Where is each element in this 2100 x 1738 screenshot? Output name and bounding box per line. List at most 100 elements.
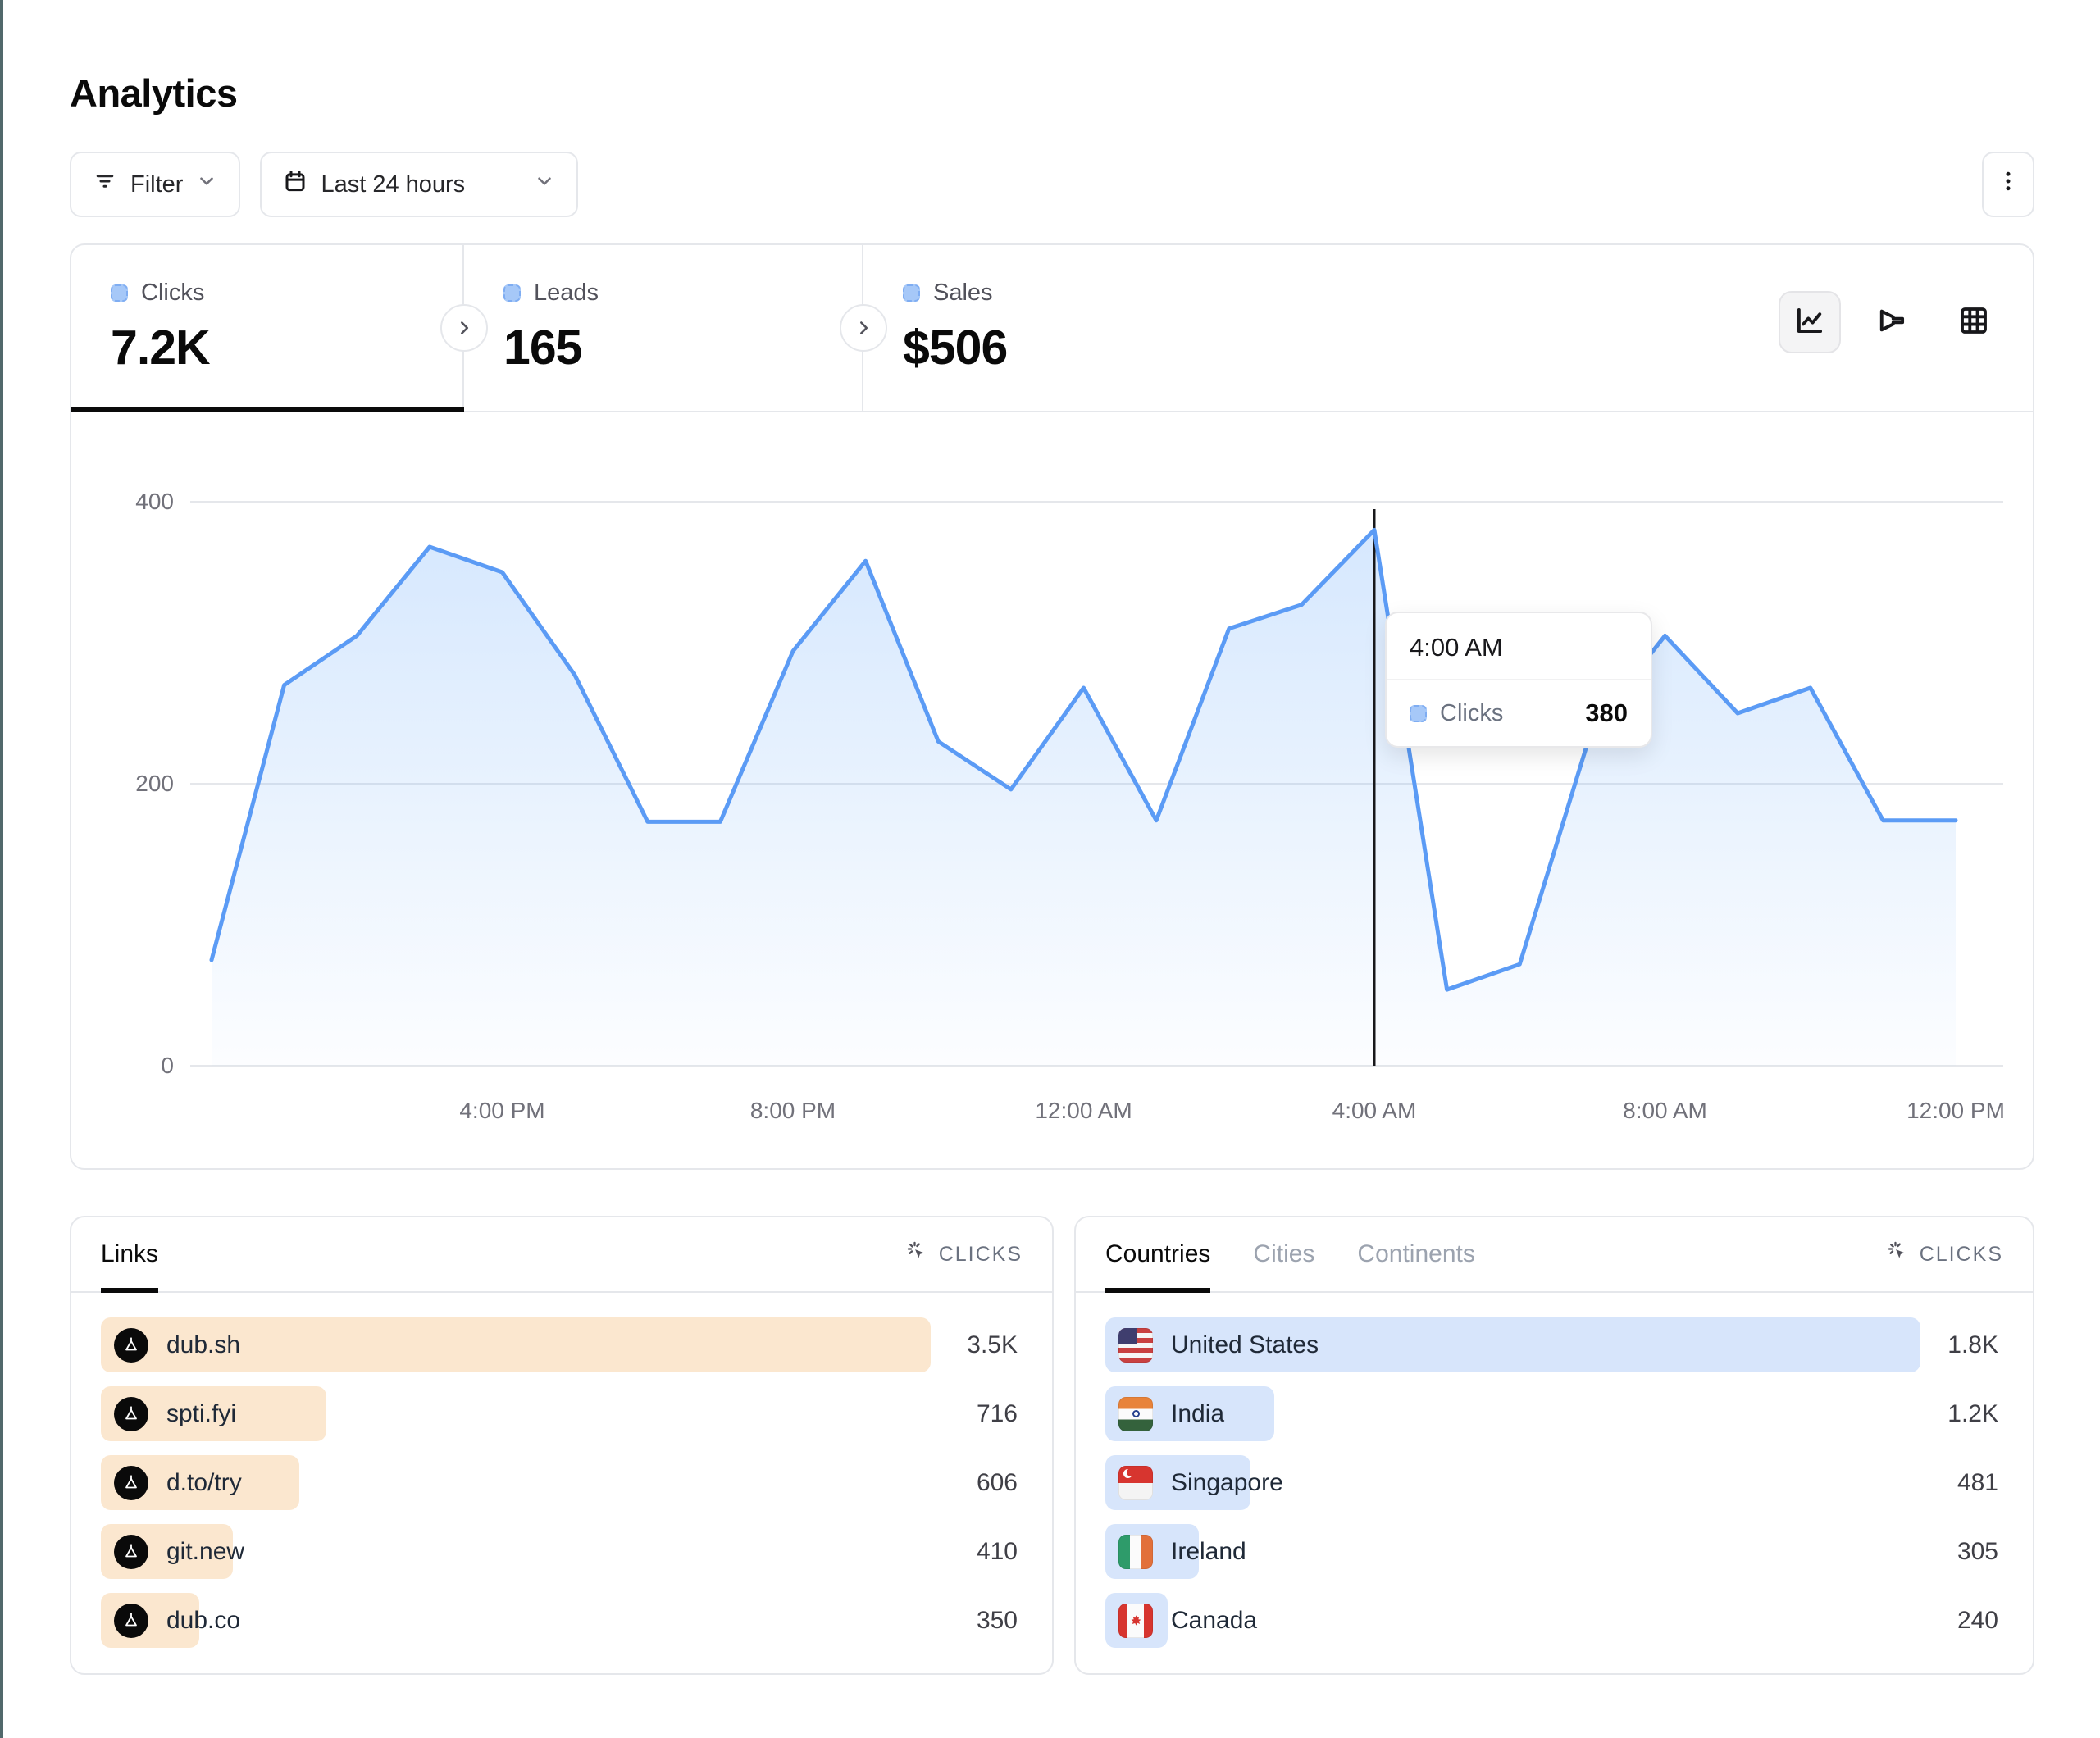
date-range-button[interactable]: Last 24 hours [260, 152, 579, 217]
leads-legend-swatch [503, 284, 521, 302]
tab-continents[interactable]: Continents [1357, 1240, 1475, 1267]
clicks-legend-swatch [111, 284, 128, 302]
link-row[interactable]: d.to/try 606 [101, 1455, 1023, 1510]
country-row[interactable]: Singapore 481 [1105, 1455, 2003, 1510]
row-value: 350 [976, 1606, 1018, 1634]
link-row[interactable]: spti.fyi 716 [101, 1386, 1023, 1441]
flag-ca-icon [1118, 1603, 1153, 1638]
chart-view-toggles [1779, 291, 2005, 353]
chevron-down-icon [534, 171, 555, 198]
country-row[interactable]: India 1.2K [1105, 1386, 2003, 1441]
row-label: Ireland [1171, 1537, 1246, 1565]
row-value: 3.5K [967, 1331, 1018, 1358]
geo-panel-header: Countries Cities Continents CLICKS [1076, 1217, 2033, 1293]
row-value-bar [1105, 1317, 1921, 1372]
row-label: India [1171, 1399, 1225, 1427]
x-axis-tick-label: 4:00 AM [1332, 1098, 1417, 1123]
x-axis-tick-label: 12:00 AM [1035, 1098, 1132, 1123]
filter-button[interactable]: Filter [70, 152, 241, 217]
dub-logo-icon [114, 1327, 148, 1363]
table-view-button[interactable] [1943, 291, 2005, 353]
tab-clicks[interactable]: Clicks 7.2K [71, 245, 464, 412]
y-axis-tick-label: 400 [135, 489, 174, 514]
clicks-metric-toggle[interactable]: CLICKS [906, 1240, 1023, 1269]
tooltip-clicks-swatch [1410, 704, 1427, 722]
chart-tooltip: 4:00 AM Clicks 380 [1385, 612, 1652, 748]
sales-tab-label: Sales [933, 280, 993, 306]
line-chart-icon [1793, 303, 1827, 342]
links-panel-tabs: Links [101, 1217, 159, 1293]
kebab-menu-icon [1996, 169, 2020, 200]
clicks-time-series-chart[interactable]: 0 200 400 4:00 PM 8:00 PM 12:00 AM 4:00 AM 8:00… [71, 412, 2033, 1168]
window-accent-edge [0, 0, 3, 1738]
metric-label-text: CLICKS [938, 1242, 1023, 1266]
country-row[interactable]: United States 1.8K [1105, 1317, 2003, 1372]
sales-legend-swatch [903, 284, 920, 302]
tab-cities[interactable]: Cities [1253, 1240, 1315, 1267]
metric-label-text: CLICKS [1919, 1242, 2003, 1266]
clicks-line-series [209, 527, 1958, 992]
row-label: git.new [166, 1537, 245, 1565]
links-panel: Links CLICKS dub.sh 3.5K spti.fyi 716 d.to/t… [70, 1216, 1054, 1675]
funnel-icon [1875, 303, 1909, 342]
tab-links[interactable]: Links [101, 1217, 159, 1293]
clicks-metric-toggle[interactable]: CLICKS [1887, 1240, 2003, 1269]
row-value: 1.8K [1947, 1331, 1998, 1358]
analytics-page: Analytics Filter Last 24 hours [70, 0, 2034, 1675]
clicks-value: 7.2K [111, 321, 211, 375]
grid-icon [1957, 303, 1991, 342]
links-list: dub.sh 3.5K spti.fyi 716 d.to/try 606 git.new 4… [71, 1293, 1052, 1648]
row-label: Canada [1171, 1606, 1258, 1634]
cursor-click-icon [906, 1240, 929, 1269]
y-axis-tick-label: 0 [161, 1053, 174, 1078]
row-label: d.to/try [166, 1468, 242, 1496]
row-value: 716 [976, 1399, 1018, 1427]
line-chart-view-button[interactable] [1779, 291, 1841, 353]
flag-us-icon [1118, 1327, 1153, 1363]
more-options-button[interactable] [1982, 152, 2034, 217]
row-value: 240 [1957, 1606, 1998, 1634]
flag-ie-icon [1118, 1534, 1153, 1569]
row-value: 305 [1957, 1537, 1998, 1565]
stats-tabs-row: Clicks 7.2K Leads 165 Sales $506 [71, 245, 2033, 412]
tooltip-value: 380 [1585, 698, 1628, 727]
clicks-tab-label: Clicks [141, 280, 205, 306]
dub-logo-icon [114, 1534, 148, 1569]
tab-sales[interactable]: Sales $506 [863, 245, 1208, 411]
step-chevron-right-icon[interactable] [440, 304, 488, 352]
toolbar: Filter Last 24 hours [70, 152, 2034, 217]
y-axis-tick-label: 200 [135, 771, 174, 796]
tooltip-time: 4:00 AM [1387, 613, 1651, 680]
dub-logo-icon [114, 1465, 148, 1500]
funnel-view-button[interactable] [1861, 291, 1923, 353]
area-chart-svg: 0 200 400 4:00 PM 8:00 PM 12:00 AM 4:00 AM 8:00… [135, 489, 2005, 1123]
calendar-icon [283, 169, 307, 200]
row-label: Singapore [1171, 1468, 1283, 1496]
link-row[interactable]: dub.sh 3.5K [101, 1317, 1023, 1372]
breakdown-panels: Links CLICKS dub.sh 3.5K spti.fyi 716 d.to/t… [70, 1216, 2034, 1675]
tab-countries[interactable]: Countries [1105, 1217, 1211, 1293]
date-range-label: Last 24 hours [321, 171, 466, 198]
link-row[interactable]: git.new 410 [101, 1524, 1023, 1579]
tab-leads[interactable]: Leads 165 [464, 245, 863, 411]
x-axis-tick-label: 8:00 PM [750, 1098, 836, 1123]
row-value: 481 [1957, 1468, 1998, 1496]
row-label: dub.co [166, 1606, 241, 1634]
country-row[interactable]: Ireland 305 [1105, 1524, 2003, 1579]
sales-value: $506 [903, 321, 1008, 375]
row-value-bar [101, 1317, 931, 1372]
leads-tab-label: Leads [534, 280, 599, 306]
row-label: dub.sh [166, 1331, 241, 1358]
chevron-down-icon [196, 171, 217, 198]
geo-panel: Countries Cities Continents CLICKS United … [1074, 1216, 2034, 1675]
x-axis-tick-label: 4:00 PM [459, 1098, 544, 1123]
row-label: spti.fyi [166, 1399, 237, 1427]
flag-in-icon [1118, 1396, 1153, 1431]
filter-icon [93, 169, 117, 200]
dub-logo-icon [114, 1396, 148, 1431]
country-row[interactable]: Canada 240 [1105, 1593, 2003, 1648]
step-chevron-right-icon[interactable] [840, 304, 887, 352]
countries-list: United States 1.8K India 1.2K Singapore 481 Ir… [1076, 1293, 2033, 1648]
link-row[interactable]: dub.co 350 [101, 1593, 1023, 1648]
row-value: 606 [976, 1468, 1018, 1496]
